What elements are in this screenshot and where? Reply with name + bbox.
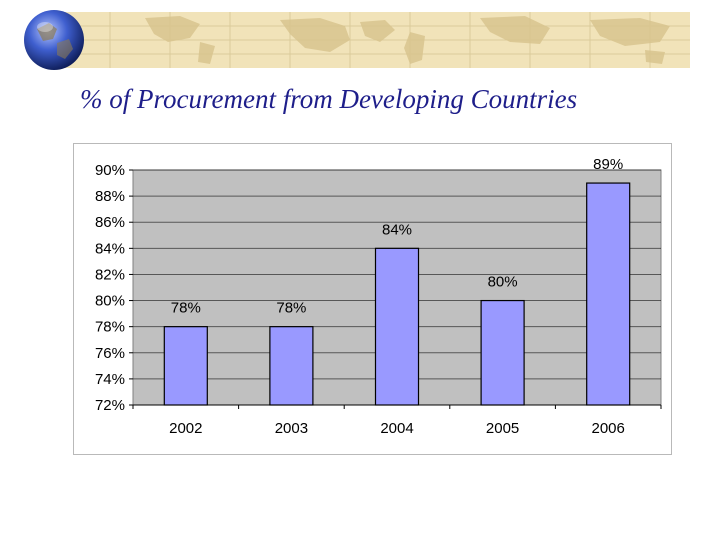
data-label-2005: 80% [488, 274, 518, 291]
bar-chart: 72% 74% 76% 78% 80% 82% 84% 86% 88% 90% 78% 78% 84%… [95, 156, 662, 437]
x-tick-label: 2006 [592, 420, 625, 437]
data-label-2002: 78% [171, 300, 201, 317]
y-axis-ticks: 72% 74% 76% 78% 80% 82% 84% 86% 88% 90% [95, 162, 133, 414]
x-tick-label: 2004 [380, 420, 413, 437]
bar-2004 [374, 247, 420, 406]
data-label-2006: 89% [593, 156, 623, 173]
y-tick-label: 74% [95, 371, 125, 388]
y-tick-label: 88% [95, 188, 125, 205]
x-tick-label: 2002 [169, 420, 202, 437]
slide-title: % of Procurement from Developing Countri… [80, 84, 578, 114]
bar-2006 [586, 182, 631, 406]
data-label-2003: 78% [276, 300, 306, 317]
data-labels: 78% 78% 84% 80% 89% [171, 156, 623, 317]
y-tick-label: 72% [95, 397, 125, 414]
x-tick-label: 2005 [486, 420, 519, 437]
y-tick-label: 82% [95, 266, 125, 283]
y-tick-label: 90% [95, 162, 125, 179]
world-map-decoration [50, 12, 690, 68]
y-tick-label: 78% [95, 319, 125, 336]
globe-icon [23, 9, 85, 71]
y-tick-label: 76% [95, 345, 125, 362]
bars [163, 182, 631, 406]
bar-2005 [480, 299, 525, 406]
y-tick-label: 80% [95, 293, 125, 310]
x-axis-ticks: 2002 2003 2004 2005 2006 [132, 405, 662, 437]
map-banner [50, 12, 690, 68]
y-tick-label: 86% [95, 214, 125, 231]
chart-frame: 72% 74% 76% 78% 80% 82% 84% 86% 88% 90% 78% 78% 84%… [73, 143, 672, 455]
data-label-2004: 84% [382, 221, 412, 238]
bar-2002 [163, 326, 208, 406]
x-tick-label: 2003 [275, 420, 308, 437]
y-tick-label: 84% [95, 240, 125, 257]
bar-2003 [269, 326, 314, 406]
